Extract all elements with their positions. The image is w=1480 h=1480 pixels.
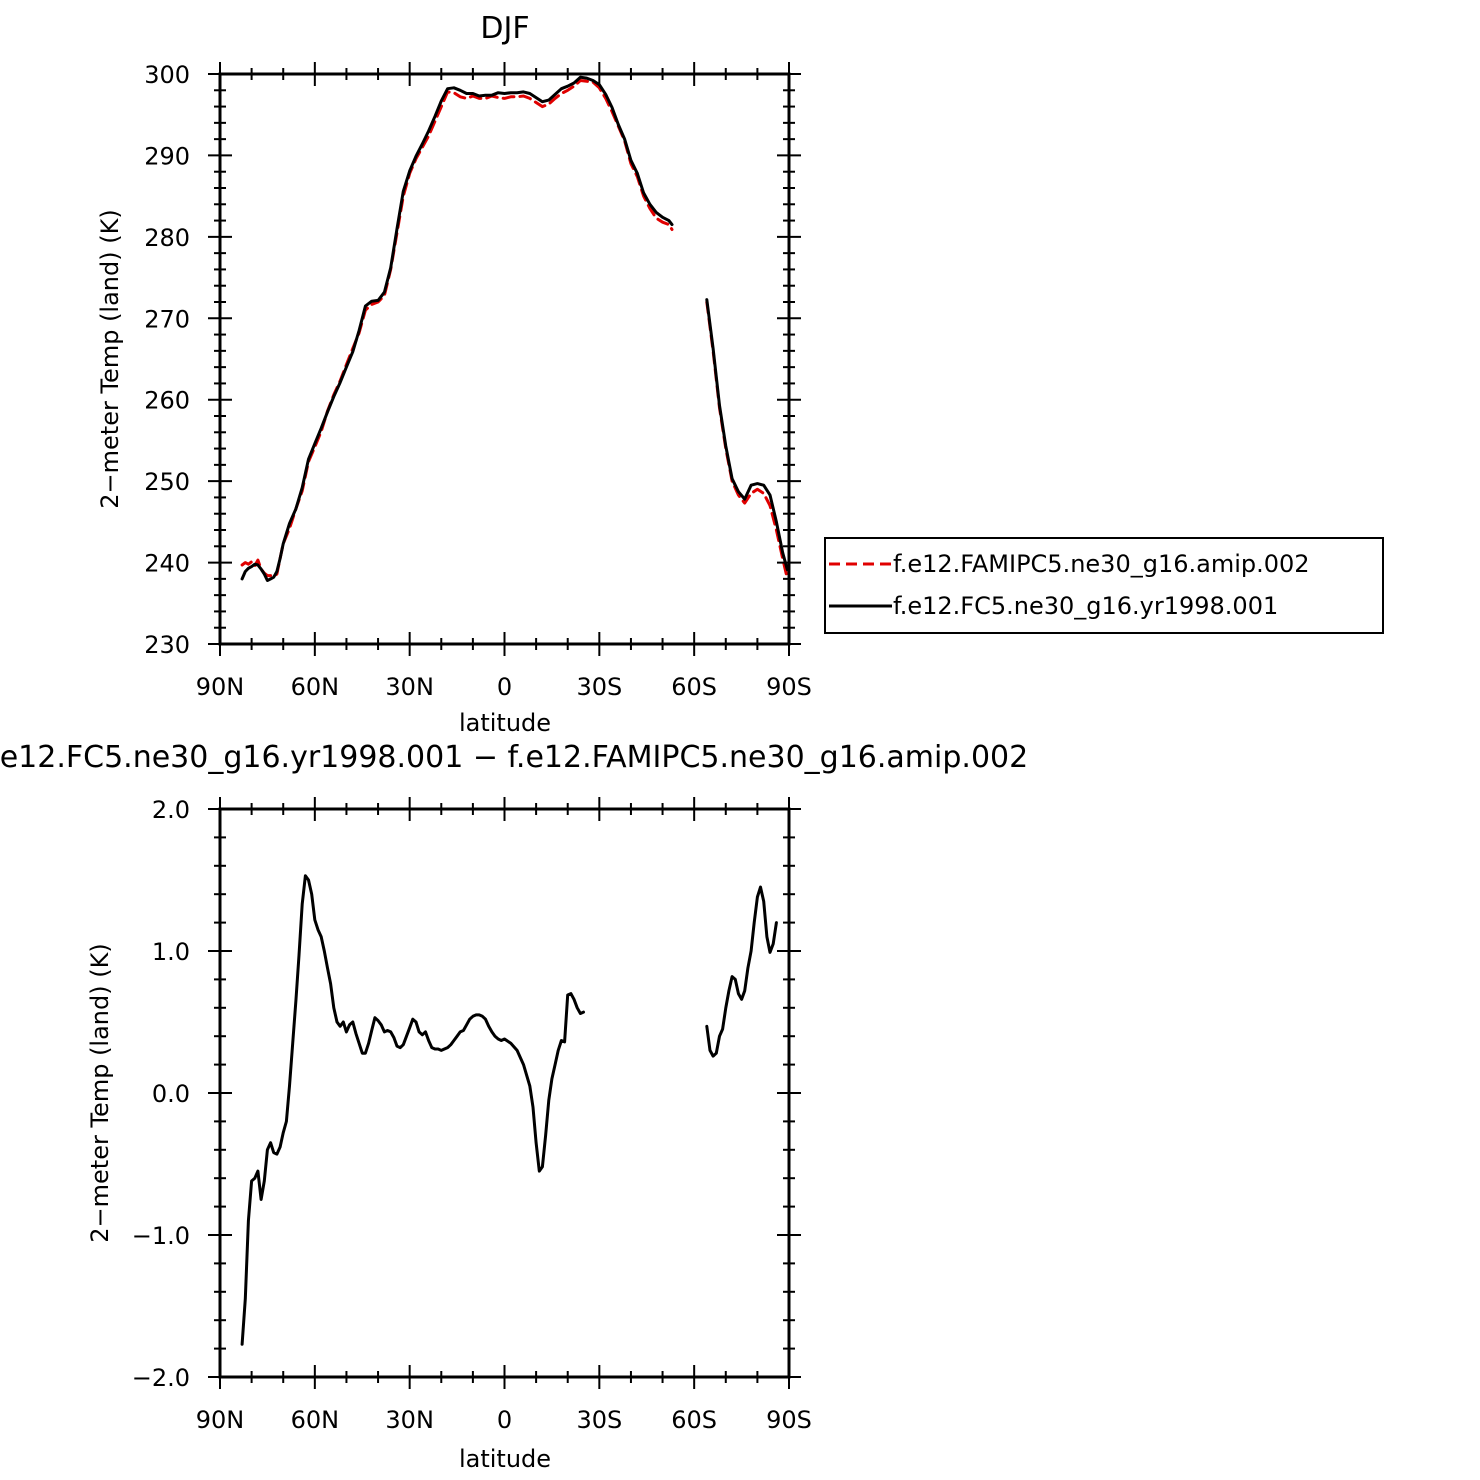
top-y-tick-label: 230 [144, 631, 190, 659]
bottom-x-tick-label: 90N [196, 1406, 245, 1434]
bottom-plot-lines [240, 874, 778, 1346]
top-series-0-segment-0 [240, 79, 674, 578]
top-y-tick-label: 270 [144, 305, 190, 333]
top-y-tick-label: 290 [144, 142, 190, 170]
top-x-axis-label: latitude [459, 709, 551, 737]
bottom-x-tick-label: 30S [576, 1406, 622, 1434]
bottom-x-tick-label: 60N [291, 1406, 340, 1434]
top-series-1-segment-1 [705, 298, 789, 572]
bottom-panel: f.e12.FC5.ne30_g16.yr1998.001 − f.e12.FA… [0, 740, 1028, 1473]
top-x-tick-label: 90N [196, 673, 245, 701]
top-plot-frame [218, 72, 791, 646]
bottom-y-axis-label: 2−meter Temp (land) (K) [86, 943, 114, 1242]
top-plot-lines [240, 75, 789, 582]
top-x-tick-label: 0 [497, 673, 512, 701]
top-series-0-segment-1 [705, 300, 789, 581]
top-x-tick-label: 60N [291, 673, 340, 701]
top-y-axis-label: 2−meter Temp (land) (K) [96, 209, 124, 508]
top-panel-title: DJF [480, 11, 529, 46]
legend-box [824, 537, 1384, 634]
bottom-series-0-segment-0 [240, 874, 585, 1346]
bottom-axis-ticks [208, 797, 801, 1389]
bottom-y-tick-label: 0.0 [152, 1080, 190, 1108]
top-x-tick-label: 30N [385, 673, 434, 701]
top-y-tick-label: 300 [144, 61, 190, 89]
bottom-panel-title: f.e12.FC5.ne30_g16.yr1998.001 − f.e12.FA… [0, 740, 1028, 775]
bottom-y-tick-label: −1.0 [132, 1222, 190, 1250]
top-x-tick-label: 30S [576, 673, 622, 701]
top-x-tick-labels: 90N 60N 30N 0 30S 60S 90S [196, 673, 812, 701]
bottom-series-0-segment-1 [705, 885, 778, 1058]
bottom-x-tick-labels: 90N 60N 30N 0 30S 60S 90S [196, 1406, 812, 1434]
bottom-y-tick-label: −2.0 [132, 1364, 190, 1392]
top-series-1-segment-0 [240, 75, 674, 582]
top-y-tick-labels: 230 240 250 260 270 280 290 300 [144, 61, 190, 659]
bottom-y-tick-label: 2.0 [152, 796, 190, 824]
bottom-y-tick-labels: −2.0 −1.0 0.0 1.0 2.0 [132, 796, 190, 1392]
top-x-tick-label: 90S [766, 673, 812, 701]
top-y-tick-label: 260 [144, 387, 190, 415]
bottom-x-tick-label: 30N [385, 1406, 434, 1434]
bottom-x-tick-label: 60S [671, 1406, 717, 1434]
legend: f.e12.FAMIPC5.ne30_g16.amip.002 f.e12.FC… [824, 537, 1384, 634]
bottom-x-tick-label: 90S [766, 1406, 812, 1434]
top-y-tick-label: 240 [144, 550, 190, 578]
top-y-tick-label: 280 [144, 224, 190, 252]
top-y-tick-label: 250 [144, 468, 190, 496]
top-x-tick-label: 60S [671, 673, 717, 701]
top-axis-ticks [208, 62, 801, 656]
bottom-x-axis-label: latitude [459, 1445, 551, 1473]
legend-label-fc5: f.e12.FC5.ne30_g16.yr1998.001 [893, 592, 1278, 620]
legend-label-amip: f.e12.FAMIPC5.ne30_g16.amip.002 [893, 550, 1310, 578]
bottom-plot-frame [218, 807, 791, 1379]
bottom-x-tick-label: 0 [497, 1406, 512, 1434]
top-panel: DJF 230 240 250 260 270 280 290 300 90N 60N 30N 0 3… [96, 11, 1384, 737]
bottom-y-tick-label: 1.0 [152, 938, 190, 966]
